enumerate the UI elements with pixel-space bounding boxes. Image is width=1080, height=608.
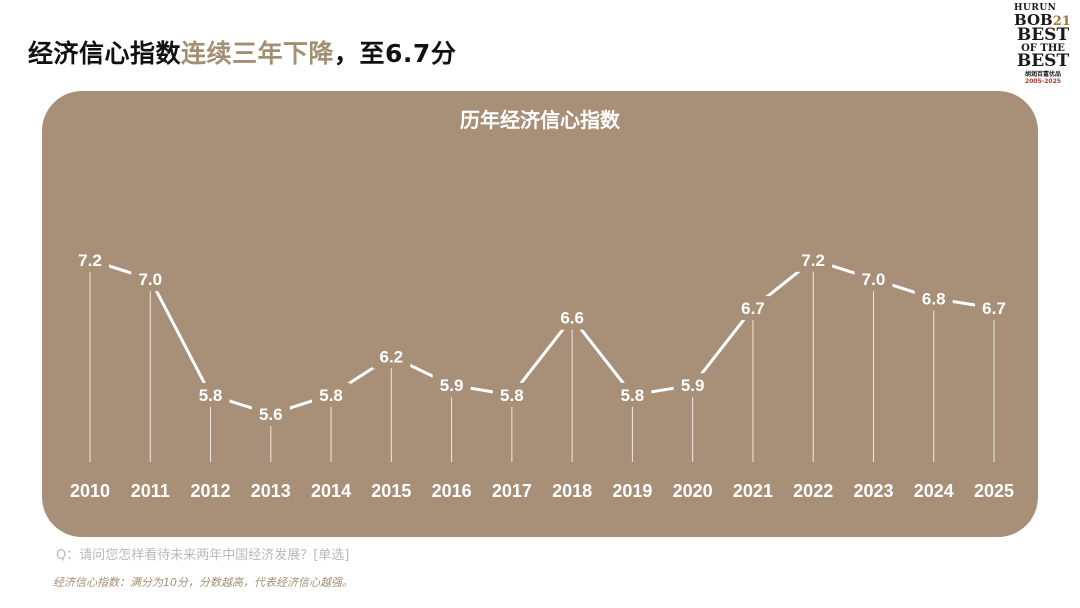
series-line (89, 258, 995, 416)
data-label-2021: 6.7 (741, 299, 765, 318)
x-tick-label-2011: 2011 (131, 481, 170, 501)
series-line-group (89, 258, 995, 416)
data-point-2013 (251, 402, 290, 427)
index-definition-note: 经济信心指数：满分为10分，分数越高，代表经济信心越强。 (53, 576, 353, 589)
data-label-2016: 5.9 (440, 376, 464, 395)
logo-bob-number: 21 (1052, 14, 1071, 29)
chart-panel (42, 91, 1038, 537)
data-point-2019 (613, 382, 652, 407)
logo-of-the-text: OF THE (1021, 43, 1065, 54)
x-tick-label-2021: 2021 (733, 481, 773, 501)
chart-title: 历年经济信心指数 (460, 108, 620, 132)
data-point-2011 (131, 267, 170, 292)
data-point-2024 (914, 286, 953, 311)
logo-chinese-text: 胡润百富优品 (1024, 71, 1061, 78)
data-point-2010 (71, 247, 109, 272)
x-tick-label-2022: 2022 (793, 481, 833, 501)
logo-bob-letters: BOB (1014, 11, 1053, 29)
x-tick-label-2023: 2023 (853, 481, 893, 501)
x-tick-label-2015: 2015 (371, 481, 411, 501)
x-tick-label-2024: 2024 (914, 481, 954, 501)
x-tick-label-2020: 2020 (673, 481, 713, 501)
page-title: 经济信心指数连续三年下降，至6.7分 (28, 34, 456, 70)
data-point-2025 (975, 296, 1013, 321)
data-label-2010: 7.2 (78, 251, 102, 270)
hurun-best-of-the-best-logo: HURUN BOB21 BEST OF THE BEST 胡润百富优品 2005… (1012, 4, 1074, 92)
x-axis-tick-labels: 2010 2011 2012 2013 2014 2015 2016 2017 2018 2019… (70, 481, 1014, 501)
data-label-2014: 5.8 (319, 386, 343, 405)
drop-lines (89, 269, 995, 462)
data-label-2019: 5.8 (621, 386, 645, 405)
data-point-2016 (432, 373, 471, 398)
data-label-2018: 6.6 (560, 309, 584, 328)
data-label-2015: 6.2 (380, 347, 404, 366)
data-point-2022 (794, 247, 833, 272)
x-tick-label-2010: 2010 (70, 481, 110, 501)
logo-years-text: 2005-2025 (1025, 78, 1061, 85)
x-tick-label-2019: 2019 (612, 481, 652, 501)
survey-question-note: Q：请问您怎样看待未来两年中国经济发展？[单选] (56, 548, 350, 563)
logo-bob-text: BOB21 (1012, 11, 1074, 29)
data-point-2020 (673, 373, 712, 398)
data-label-2023: 7.0 (862, 270, 886, 289)
logo-hurun-text: HURUN (1014, 3, 1057, 13)
logo-best-text: BEST (1016, 25, 1070, 45)
x-tick-label-2018: 2018 (552, 481, 592, 501)
logo-best-text-2: BEST (1016, 51, 1070, 71)
data-label-2020: 5.9 (681, 376, 705, 395)
data-label-2022: 7.2 (801, 251, 825, 270)
data-point-2017 (492, 382, 531, 407)
x-tick-label-2025: 2025 (974, 481, 1014, 501)
data-label-2012: 5.8 (199, 386, 223, 405)
data-label-2024: 6.8 (922, 289, 946, 308)
page-title-part1: 经济信心指数 (28, 39, 182, 68)
data-labels: 7.2 7.0 5.8 5.6 5.8 6.2 5.9 5.8 6.6 5.8 5.9 6.7 7.2 7… (71, 247, 1013, 427)
data-point-2015 (372, 344, 411, 369)
data-label-2011: 7.0 (138, 270, 162, 289)
x-tick-label-2014: 2014 (311, 481, 351, 501)
data-label-2025: 6.7 (982, 299, 1006, 318)
data-label-2017: 5.8 (500, 386, 524, 405)
data-label-2013: 5.6 (259, 405, 283, 424)
data-point-2023 (854, 267, 893, 292)
x-tick-label-2017: 2017 (492, 481, 532, 501)
page-title-highlight: 连续三年下降 (181, 39, 335, 68)
x-tick-label-2012: 2012 (191, 481, 231, 501)
page-title-part3: ，至6.7分 (334, 39, 457, 68)
data-point-2018 (553, 305, 592, 330)
data-point-2021 (733, 296, 772, 321)
x-tick-label-2016: 2016 (432, 481, 472, 501)
data-point-2012 (191, 382, 230, 407)
x-tick-label-2013: 2013 (251, 481, 291, 501)
data-point-2014 (312, 382, 351, 407)
